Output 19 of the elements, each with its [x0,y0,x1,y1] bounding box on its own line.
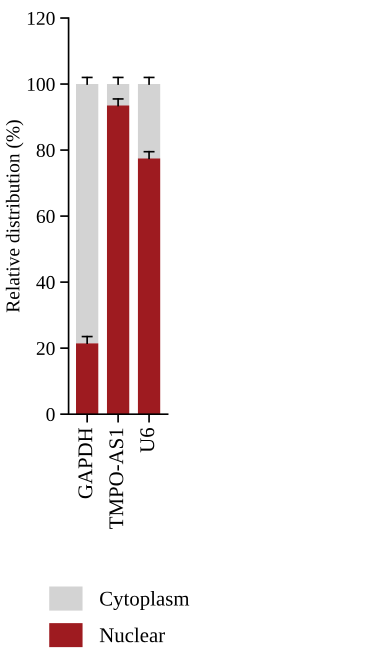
y-tick-label: 0 [46,408,55,422]
bar [76,343,98,414]
y-tick-label: 60 [36,210,55,224]
x-tick-label: TMPO-AS1 [109,428,124,529]
bar [138,84,160,158]
y-tick-label: 20 [36,342,55,356]
legend-label: Cytoplasm [100,591,190,610]
x-tick-label: GAPDH [78,428,92,498]
y-tick-label: 80 [36,144,55,158]
legend-label: Nuclear [100,628,165,642]
y-tick-label: 100 [28,78,55,91]
y-tick-label: 120 [28,12,55,25]
x-tick-label: U6 [140,428,154,452]
bar [76,84,98,344]
bar [106,106,130,414]
bar [138,158,160,414]
y-axis-title: Relative distribution (%) [6,120,24,312]
y-tick-label: 40 [36,276,55,290]
bar [106,84,130,106]
